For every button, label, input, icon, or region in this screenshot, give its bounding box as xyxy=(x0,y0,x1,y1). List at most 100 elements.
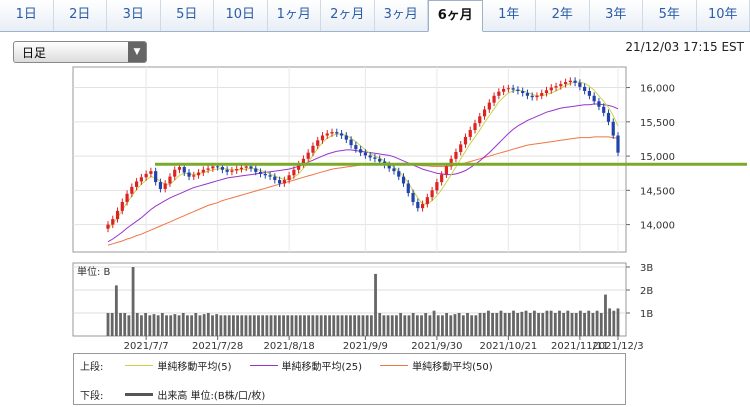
volume-bar xyxy=(474,315,478,336)
volume-bar xyxy=(353,315,357,336)
candle xyxy=(258,171,263,174)
volume-bar xyxy=(169,315,173,336)
candle xyxy=(559,84,563,87)
candle xyxy=(459,144,463,152)
legend-item-ma5: 単純移動平均(5) xyxy=(125,358,232,373)
legend-swatch-volume xyxy=(125,392,154,396)
tab-5[interactable]: 1ヶ月 xyxy=(268,0,321,31)
tab-1[interactable]: 2日 xyxy=(54,0,107,31)
volume-bar xyxy=(344,315,348,336)
candle xyxy=(578,82,582,87)
candle xyxy=(144,173,148,178)
volume-bar xyxy=(466,313,469,336)
volume-bar xyxy=(558,310,561,336)
tab-10[interactable]: 2年 xyxy=(536,0,590,31)
tab-12[interactable]: 5年 xyxy=(643,0,697,31)
candle xyxy=(211,166,215,169)
volume-bar xyxy=(261,315,265,336)
timestamp: 21/12/03 17:15 EST xyxy=(625,40,744,54)
volume-bar xyxy=(165,315,168,336)
tab-8[interactable]: 6ヶ月 xyxy=(428,0,483,32)
volume-bar xyxy=(265,315,269,336)
candle xyxy=(573,80,577,83)
tab-7[interactable]: 3ヶ月 xyxy=(375,0,428,31)
legend-swatch-ma25 xyxy=(249,364,278,366)
volume-bar xyxy=(407,315,411,336)
candle xyxy=(263,173,267,176)
tab-3[interactable]: 5日 xyxy=(161,0,214,31)
candle xyxy=(440,174,444,183)
volume-bar xyxy=(290,315,294,336)
volume-bar xyxy=(445,313,449,336)
tab-13[interactable]: 10年 xyxy=(697,0,750,31)
candle xyxy=(616,135,620,153)
candle xyxy=(282,180,286,184)
volume-bar xyxy=(386,315,390,336)
tab-11[interactable]: 3年 xyxy=(590,0,643,31)
candle xyxy=(587,90,592,96)
price-y-label: 14,000 xyxy=(640,221,675,232)
candle xyxy=(344,135,348,140)
candle xyxy=(354,145,358,150)
candle xyxy=(420,204,425,209)
volume-bar xyxy=(223,315,227,336)
volume-bar xyxy=(457,313,461,336)
volume-bar xyxy=(499,310,503,336)
candle xyxy=(606,112,611,122)
tab-0[interactable]: 1日 xyxy=(0,0,54,31)
volume-bar xyxy=(420,315,423,336)
volume-bar xyxy=(583,313,586,336)
candle xyxy=(192,175,196,177)
candle xyxy=(506,88,510,90)
candle xyxy=(134,181,139,187)
candle xyxy=(549,87,553,91)
candle xyxy=(163,183,167,189)
candle xyxy=(592,95,596,102)
candle xyxy=(335,132,339,134)
legend-label-ma25: 単純移動平均(25) xyxy=(281,361,363,373)
candle xyxy=(311,145,315,153)
candle xyxy=(487,102,491,110)
volume-bar xyxy=(232,315,235,336)
price-panel xyxy=(72,66,627,253)
candle xyxy=(444,166,449,175)
candle xyxy=(387,164,391,169)
candle xyxy=(196,172,201,176)
volume-bar xyxy=(520,311,524,336)
volume-bar xyxy=(428,315,432,336)
volume-bar xyxy=(399,313,403,336)
candle xyxy=(478,116,482,124)
candle xyxy=(182,167,186,173)
candle xyxy=(306,152,310,159)
candle xyxy=(349,139,353,146)
volume-y-label: 3B xyxy=(640,263,653,274)
volume-bar xyxy=(482,313,486,336)
candle xyxy=(106,224,110,229)
period-select[interactable]: 日足 ▼ xyxy=(13,41,147,63)
tab-9[interactable]: 1年 xyxy=(483,0,536,31)
volume-bar xyxy=(131,267,135,336)
volume-bar xyxy=(595,310,599,336)
tab-2[interactable]: 3日 xyxy=(107,0,161,31)
volume-bar xyxy=(173,314,177,336)
volume-bar xyxy=(177,315,181,336)
volume-bar xyxy=(307,315,311,336)
candle xyxy=(516,89,520,91)
volume-bar xyxy=(449,315,453,336)
volume-bar xyxy=(194,313,198,336)
candle xyxy=(463,136,468,145)
candle xyxy=(316,140,320,146)
candle xyxy=(597,101,601,107)
candle xyxy=(359,149,363,153)
legend: 上段: 単純移動平均(5) 単純移動平均(25) 単純移動平均(50) 下段: … xyxy=(73,353,626,405)
volume-bar xyxy=(332,315,336,336)
tab-6[interactable]: 2ヶ月 xyxy=(321,0,375,31)
volume-bar xyxy=(591,313,595,336)
volume-bar xyxy=(144,313,148,336)
volume-bar xyxy=(349,315,352,336)
candle xyxy=(454,151,458,159)
legend-upper-label: 上段: xyxy=(80,361,104,373)
tab-4[interactable]: 10日 xyxy=(214,0,268,31)
candle xyxy=(168,176,172,184)
legend-lower-label: 下段: xyxy=(80,390,104,402)
